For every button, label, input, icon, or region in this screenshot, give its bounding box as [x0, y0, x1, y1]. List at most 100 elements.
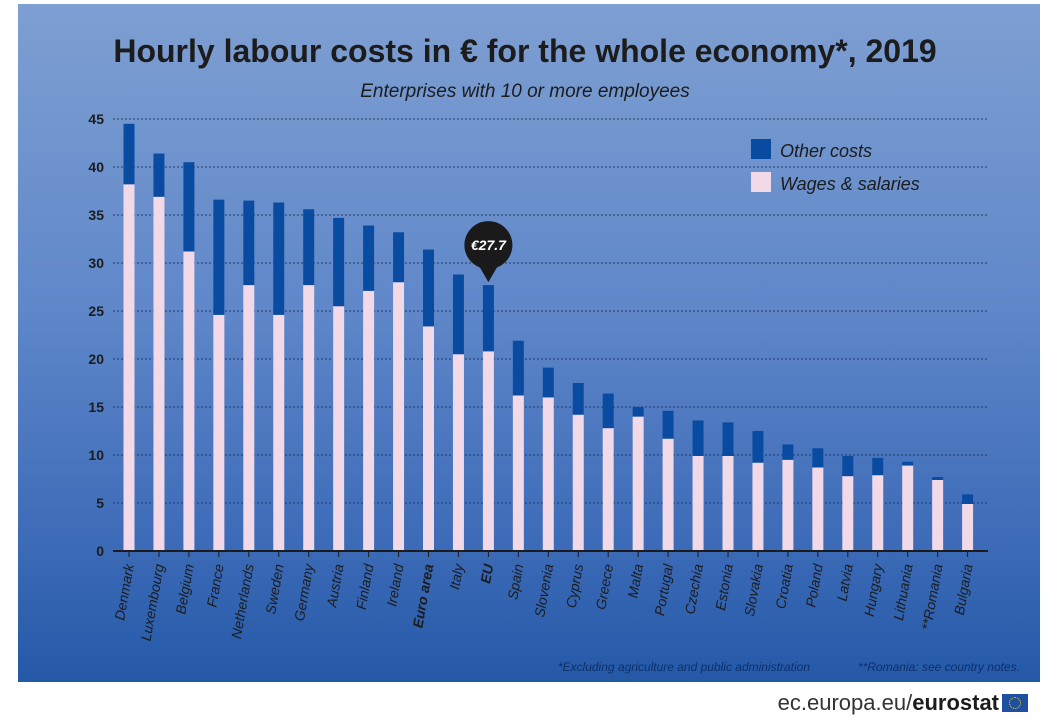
y-tick-label: 25: [88, 303, 104, 319]
bar-wages-salaries: [542, 397, 554, 551]
bar-wages-salaries: [183, 251, 195, 552]
footnote-romania: **Romania: see country notes.: [858, 660, 1020, 674]
x-tick-label: Italy: [446, 562, 466, 591]
callout-bubble: [464, 221, 513, 270]
x-tick-label: Lithuania: [890, 563, 916, 622]
bar-other-costs: [213, 199, 225, 315]
x-tick-label: **Romania: [918, 563, 945, 632]
x-tick-label: Finland: [353, 562, 377, 611]
bar-other-costs: [812, 448, 824, 468]
bar-wages-salaries: [632, 416, 644, 551]
bar-other-costs: [243, 200, 255, 286]
bar-wages-salaries: [902, 465, 914, 551]
x-tick-label: Euro area: [409, 563, 436, 630]
footnote-agriculture: *Excluding agriculture and public admini…: [558, 660, 810, 674]
y-tick-label: 5: [96, 495, 104, 511]
bar-other-costs: [962, 494, 974, 504]
bar-wages-salaries: [393, 282, 405, 551]
x-tick-label: Latvia: [834, 563, 856, 603]
source-credit[interactable]: ec.europa.eu/eurostat: [778, 690, 1028, 716]
bar-other-costs: [512, 340, 524, 396]
bar-other-costs: [842, 455, 854, 477]
x-tick-label: Bulgaria: [951, 563, 976, 617]
chart-title: Hourly labour costs in € for the whole e…: [113, 33, 936, 69]
bar-wages-salaries: [872, 475, 884, 551]
x-tick-label: Slovenia: [531, 563, 556, 619]
bar-other-costs: [692, 420, 704, 456]
x-tick-label: Greece: [592, 563, 616, 611]
chart: Hourly labour costs in € for the whole e…: [88, 33, 1020, 674]
bar-other-costs: [722, 422, 734, 456]
x-tick-label: Croatia: [772, 563, 796, 610]
y-tick-label: 45: [88, 111, 104, 127]
legend-swatch-other-costs: [751, 139, 771, 159]
x-axis: Denmark Luxembourg Belgium France Netherland…: [111, 551, 976, 643]
y-tick-label: 40: [88, 159, 104, 175]
chart-subtitle: Enterprises with 10 or more employees: [360, 81, 690, 102]
bar-other-costs: [662, 410, 674, 439]
x-tick-label: EU: [477, 562, 496, 585]
x-tick-label: Spain: [504, 563, 526, 601]
y-tick-label: 20: [88, 351, 104, 367]
x-tick-label: Poland: [802, 562, 826, 609]
bar-other-costs: [872, 457, 884, 476]
bar-wages-salaries: [452, 354, 464, 551]
bar-other-costs: [572, 383, 584, 415]
source-url: ec.europa.eu/: [777, 690, 913, 715]
bar-wages-salaries: [482, 351, 494, 551]
x-tick-label: Slovakia: [741, 563, 766, 618]
legend-swatch-wages-salaries: [751, 172, 771, 192]
bar-wages-salaries: [962, 503, 974, 551]
bar-wages-salaries: [662, 438, 674, 551]
bar-wages-salaries: [423, 326, 434, 551]
x-tick-label: Malta: [624, 563, 646, 600]
legend-label-wages-salaries: Wages & salaries: [780, 174, 920, 194]
y-axis: 0 5 10 15 20 25 30 35 40 45: [88, 111, 104, 559]
bar-wages-salaries: [153, 196, 165, 551]
bar-wages-salaries: [722, 455, 734, 551]
bar-wages-salaries: [572, 414, 584, 551]
bar-other-costs: [542, 367, 554, 398]
x-tick-label: Luxembourg: [138, 563, 167, 643]
x-tick-label: Cyprus: [563, 563, 586, 609]
x-tick-label: Sweden: [262, 563, 287, 616]
x-tick-label: Netherlands: [228, 563, 257, 640]
bar-wages-salaries: [752, 462, 764, 551]
bar-wages-salaries: [363, 290, 375, 551]
bar-other-costs: [452, 274, 464, 355]
bar-wages-salaries: [512, 395, 524, 551]
x-tick-label: Belgium: [172, 562, 197, 615]
bar-other-costs: [932, 477, 944, 480]
bar-wages-salaries: [303, 285, 315, 551]
bar-wages-salaries: [842, 476, 854, 551]
bar-wages-salaries: [243, 285, 255, 551]
bar-wages-salaries: [333, 306, 345, 551]
bar-other-costs: [123, 123, 135, 185]
x-tick-label: Estonia: [712, 563, 736, 612]
bar-other-costs: [423, 249, 434, 327]
bar-wages-salaries: [213, 314, 225, 551]
bar-wages-salaries: [812, 467, 824, 551]
bar-other-costs: [153, 153, 165, 197]
eu-flag-icon: [1002, 694, 1028, 712]
bar-wages-salaries: [932, 479, 944, 551]
bar-wages-salaries: [123, 184, 135, 551]
x-tick-label: Ireland: [383, 562, 406, 608]
y-tick-label: 0: [96, 543, 104, 559]
bar-other-costs: [602, 393, 614, 429]
source-brand: eurostat: [912, 690, 999, 715]
bar-other-costs: [303, 209, 315, 286]
bar-wages-salaries: [692, 455, 704, 551]
bar-other-costs: [782, 444, 794, 460]
bar-other-costs: [363, 225, 375, 291]
x-tick-label: Austria: [323, 563, 347, 610]
x-tick-label: France: [203, 563, 226, 609]
callout-label: €27.7: [471, 237, 507, 253]
bar-wages-salaries: [782, 459, 794, 551]
bar-other-costs: [902, 461, 914, 466]
x-tick-label: Hungary: [861, 562, 886, 618]
bar-other-costs: [632, 407, 644, 417]
y-tick-label: 35: [88, 207, 104, 223]
y-tick-label: 30: [88, 255, 104, 271]
bar-other-costs: [183, 162, 195, 252]
